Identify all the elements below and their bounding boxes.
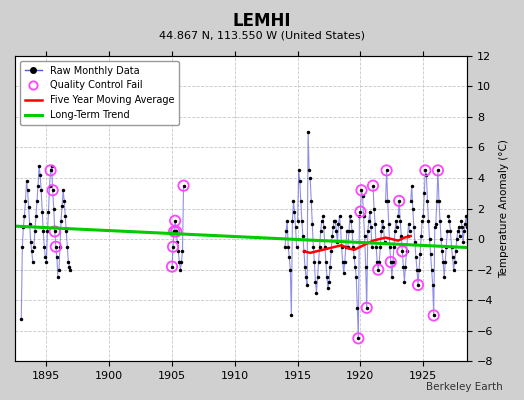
Point	[363, 305, 371, 311]
Point	[383, 167, 391, 174]
Point	[430, 312, 438, 319]
Point	[356, 208, 365, 215]
Point	[369, 182, 377, 189]
Point	[354, 335, 363, 342]
Point	[414, 282, 422, 288]
Point	[434, 167, 442, 174]
Point	[170, 228, 178, 235]
Point	[387, 259, 395, 265]
Text: 44.867 N, 113.550 W (United States): 44.867 N, 113.550 W (United States)	[159, 30, 365, 40]
Point	[357, 187, 366, 194]
Point	[398, 248, 407, 254]
Point	[395, 198, 403, 204]
Point	[171, 218, 179, 224]
Y-axis label: Temperature Anomaly (°C): Temperature Anomaly (°C)	[499, 139, 509, 278]
Point	[47, 167, 55, 174]
Point	[49, 187, 57, 194]
Point	[51, 228, 59, 235]
Point	[168, 263, 176, 270]
Point	[374, 266, 383, 273]
Text: Berkeley Earth: Berkeley Earth	[427, 382, 503, 392]
Text: LEMHI: LEMHI	[233, 12, 291, 30]
Point	[169, 244, 177, 250]
Point	[172, 228, 180, 235]
Legend: Raw Monthly Data, Quality Control Fail, Five Year Moving Average, Long-Term Tren: Raw Monthly Data, Quality Control Fail, …	[20, 61, 179, 125]
Point	[421, 167, 430, 174]
Point	[52, 244, 60, 250]
Point	[179, 182, 188, 189]
